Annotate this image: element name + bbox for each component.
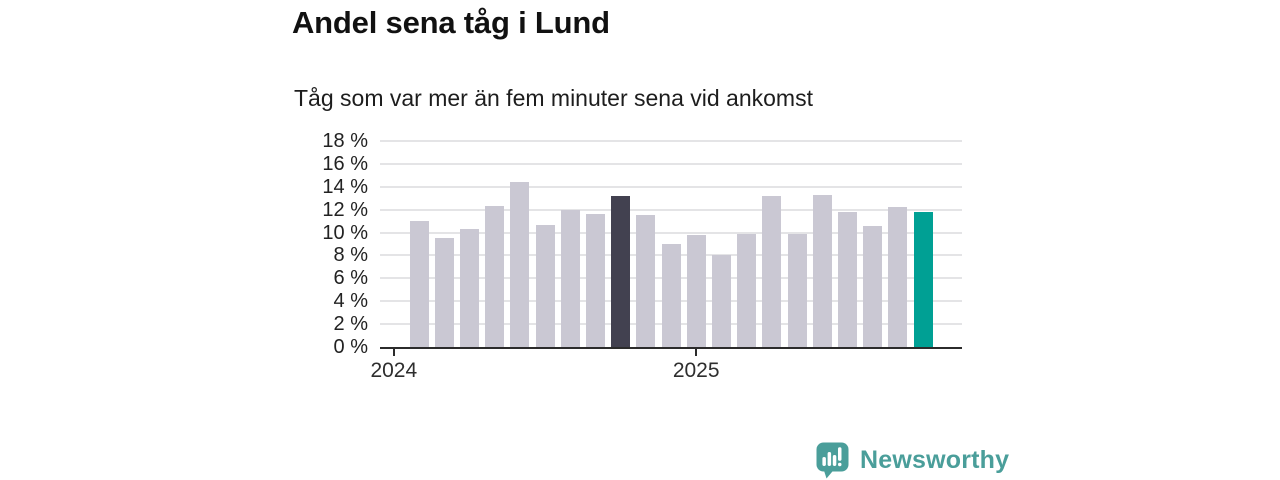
- bar: [711, 255, 731, 347]
- bar: [560, 209, 580, 347]
- bar-highlight-dark: [611, 195, 631, 347]
- newsworthy-brand-text: Newsworthy: [860, 446, 1010, 474]
- gridline: [380, 140, 962, 142]
- bar: [459, 229, 479, 347]
- bar: [535, 224, 555, 347]
- y-tick-label: 8 %: [333, 244, 368, 267]
- bar: [837, 211, 857, 347]
- y-tick-label: 18 %: [322, 130, 368, 152]
- y-tick-label: 12 %: [322, 198, 368, 221]
- bar: [888, 207, 908, 347]
- x-tick-label: 2025: [672, 359, 720, 382]
- x-tick-mark: [392, 349, 395, 356]
- newsworthy-logo: Newsworthy: [812, 442, 1009, 479]
- bar: [787, 233, 807, 347]
- chart-subtitle: Tåg som var mer än fem minuter sena vid …: [294, 85, 813, 111]
- x-tick-mark: [695, 349, 698, 356]
- y-tick-label: 6 %: [333, 267, 368, 290]
- bar: [485, 206, 505, 347]
- bar: [737, 233, 757, 347]
- bar: [636, 215, 656, 347]
- gridline: [380, 185, 962, 188]
- bar: [686, 234, 706, 347]
- bar: [661, 244, 681, 347]
- y-axis: 0 % 2 % 4 % 6 % 8 % 10 % 12 % 14 % 16 % 18 %: [290, 130, 368, 358]
- gridline: [380, 162, 962, 165]
- bar-highlight-accent: [913, 211, 933, 347]
- bar: [812, 194, 832, 347]
- bar: [863, 225, 883, 347]
- bar: [434, 238, 454, 347]
- chart-title: Andel sena tåg i Lund: [292, 5, 610, 40]
- y-tick-label: 0 %: [333, 336, 368, 358]
- y-tick-label: 14 %: [322, 175, 368, 198]
- gridline: [380, 208, 962, 211]
- bar: [585, 214, 605, 347]
- speech-bubble-bar-chart-icon: [816, 442, 849, 479]
- gridline: [380, 231, 962, 234]
- bar: [510, 182, 530, 347]
- y-tick-label: 16 %: [322, 152, 368, 175]
- bar: [409, 221, 429, 347]
- y-tick-label: 2 %: [333, 313, 368, 336]
- y-tick-label: 10 %: [322, 221, 368, 244]
- bar: [762, 195, 782, 347]
- x-tick-label: 2024: [370, 359, 418, 382]
- plot-area: 2024 2025: [370, 140, 962, 382]
- y-tick-label: 4 %: [333, 290, 368, 313]
